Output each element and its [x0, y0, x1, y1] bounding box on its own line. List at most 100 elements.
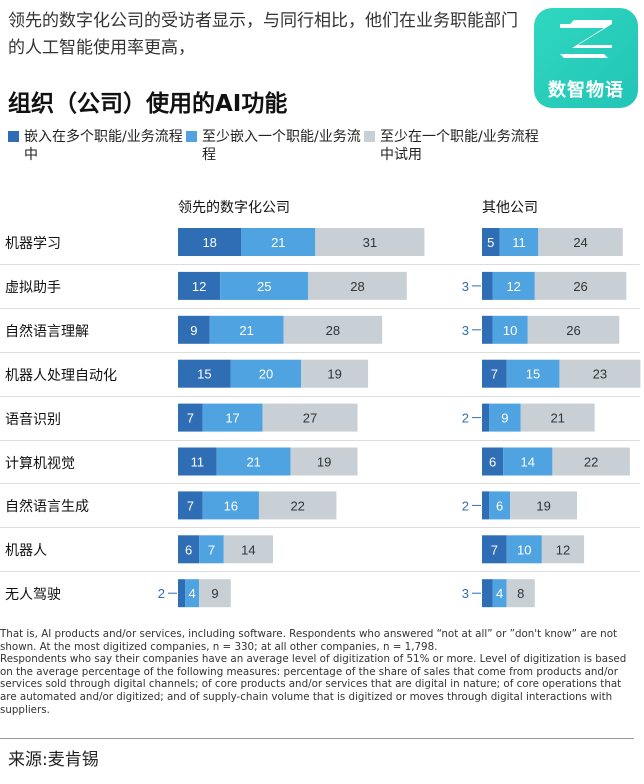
data-label: 31 [363, 235, 377, 250]
data-label: 4 [496, 586, 503, 601]
bar-segment [258, 491, 337, 520]
row-separator [0, 483, 640, 484]
data-label: 3 [462, 323, 469, 338]
data-label: 21 [550, 411, 564, 426]
bar-segment [220, 271, 309, 300]
data-label: 10 [503, 323, 517, 338]
data-label: 7 [491, 367, 498, 382]
bar-segment [283, 315, 383, 344]
category-label: 无人驾驶 [5, 587, 61, 604]
bar-segment [552, 447, 630, 476]
legend-swatch [364, 131, 375, 142]
bar-segment [178, 579, 186, 608]
bar-segment [492, 315, 528, 344]
chart-title: 组织（公司）使用的AI功能 [8, 91, 288, 117]
bar-segment [510, 491, 578, 520]
data-label: 28 [326, 323, 340, 338]
bar-segment [223, 535, 274, 564]
bar-segment [178, 491, 203, 520]
bar-segment [315, 228, 425, 256]
data-label: 6 [496, 498, 503, 513]
data-label: 24 [573, 235, 587, 250]
bar-segment [241, 228, 316, 256]
category-label: 机器学习 [5, 236, 61, 252]
data-label: 6 [185, 542, 192, 557]
bar-segment [482, 579, 493, 608]
bar-segment [499, 228, 539, 256]
row-separator [0, 352, 640, 353]
bar-segment [178, 271, 221, 300]
category-label: 语音识别 [5, 411, 61, 428]
legend-label: 至少在一个职能/业务流程中试用 [380, 129, 539, 163]
category-label: 自然语言理解 [5, 323, 89, 340]
legend-swatch [186, 131, 197, 142]
row-separator [0, 440, 640, 441]
legend-label: 嵌入在多个职能/业务流程中 [24, 129, 183, 163]
data-label: 12 [192, 279, 206, 294]
bar-segment [482, 535, 507, 564]
footnote-1: That is, AI products and/or services, in… [0, 628, 618, 653]
category-label: 虚拟助手 [5, 279, 61, 296]
data-label: 11 [512, 235, 526, 250]
data-label: 15 [526, 367, 540, 382]
data-label: 17 [225, 411, 239, 426]
data-label: 28 [350, 279, 364, 294]
bar-segment [178, 359, 231, 388]
bar-segment [178, 228, 242, 256]
data-label: 20 [259, 367, 273, 382]
category-label: 计算机视觉 [5, 455, 75, 472]
row-separator [0, 264, 640, 265]
bar-segment [520, 403, 595, 432]
source-note: 来源:麦肯锡 [8, 750, 99, 770]
data-label: 12 [556, 542, 570, 557]
data-label: 9 [190, 323, 197, 338]
data-label: 16 [224, 498, 238, 513]
data-label: 14 [521, 455, 535, 470]
bar-segment [559, 359, 641, 388]
legend-label: 至少嵌入一个职能/业务流程 [202, 129, 361, 163]
data-label: 19 [536, 498, 550, 513]
bar-segment [178, 403, 203, 432]
data-label: 8 [517, 586, 524, 601]
panel-title-others: 其他公司 [482, 200, 538, 216]
bar-segment [482, 447, 504, 476]
data-label: 26 [566, 323, 580, 338]
data-label: 2 [462, 411, 469, 426]
data-label: 7 [491, 542, 498, 557]
data-label: 21 [239, 323, 253, 338]
data-label: 25 [257, 279, 271, 294]
bar-segment [482, 359, 507, 388]
data-label: 9 [501, 411, 508, 426]
data-label: 18 [202, 235, 216, 250]
row-separator [0, 527, 640, 528]
bar-segment [178, 315, 210, 344]
bar-segment [262, 403, 358, 432]
brand-logo: 数智物语 [534, 8, 638, 108]
chart-subtitle: 领先的数字化公司的受访者显示，与同行相比，他们在业务职能部门的人工智能使用率更高… [8, 11, 518, 58]
bar-segment [492, 579, 507, 608]
bar-segment [482, 228, 500, 256]
category-label: 机器人处理自动化 [5, 367, 117, 384]
bar-segment [503, 447, 553, 476]
data-label: 26 [573, 279, 587, 294]
bar-segment [199, 535, 224, 564]
bar-segment [482, 403, 490, 432]
data-label: 27 [303, 411, 317, 426]
data-label: 2 [158, 586, 165, 601]
data-label: 12 [506, 279, 520, 294]
data-label: 15 [197, 367, 211, 382]
data-label: 3 [462, 279, 469, 294]
bar-segment [527, 315, 620, 344]
bar-segment [489, 403, 521, 432]
data-label: 19 [317, 455, 331, 470]
data-label: 2 [462, 498, 469, 513]
bar-segment [506, 359, 560, 388]
data-label: 21 [246, 455, 260, 470]
panel-title-leading: 领先的数字化公司 [178, 200, 290, 216]
legend-swatch [8, 131, 19, 142]
data-label: 22 [290, 498, 304, 513]
category-label: 机器人 [5, 543, 47, 560]
bar-segment [492, 271, 535, 300]
data-label: 19 [327, 367, 341, 382]
